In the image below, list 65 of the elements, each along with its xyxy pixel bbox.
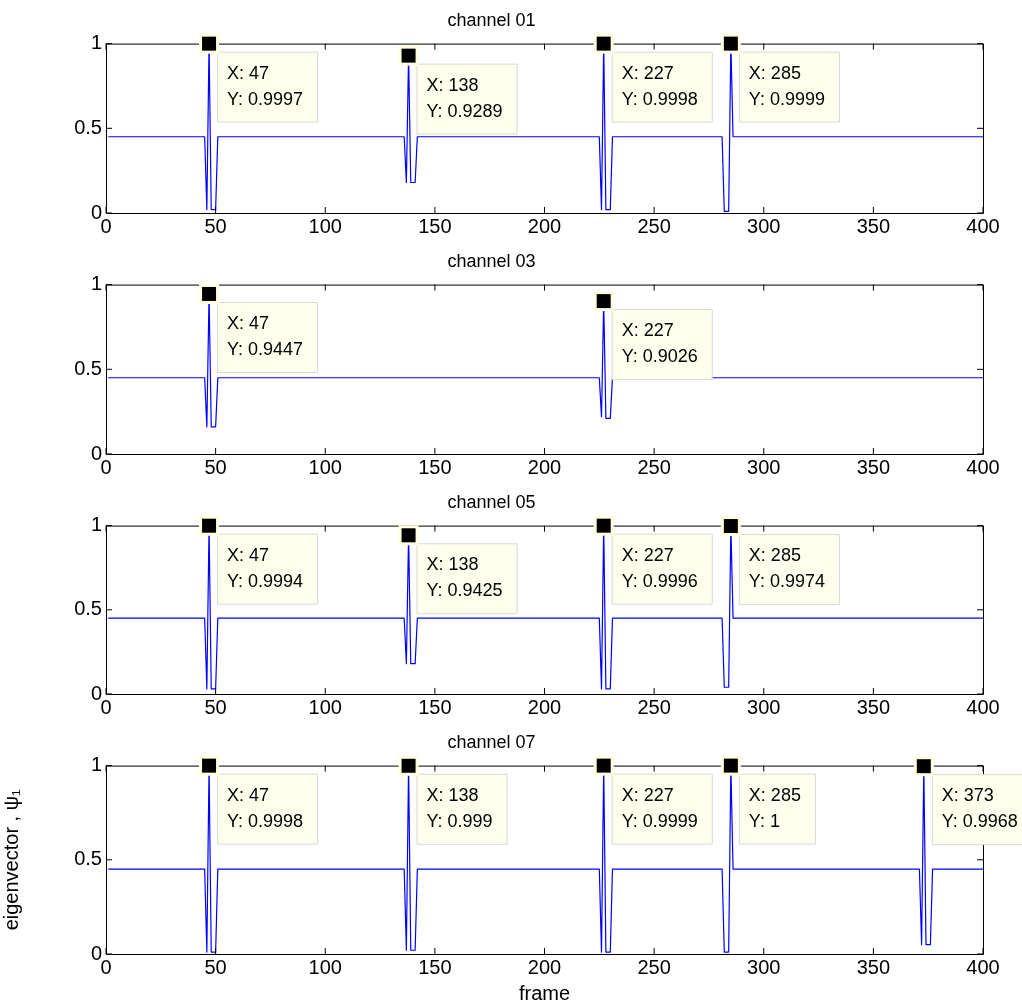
annotation: X: 285 Y: 0.9974 (748, 545, 825, 592)
annotation: X: 47 Y: 0.9447 (227, 312, 304, 359)
x-tick-label: 350 (856, 455, 891, 478)
x-tick-label: 250 (637, 455, 671, 478)
y-tick-label: 0 (90, 441, 102, 464)
annotation: X: 285 Y: 0.9999 (748, 62, 825, 109)
annotation: X: 47 Y: 0.9998 (227, 784, 304, 831)
x-tick-label: 200 (527, 955, 562, 978)
annotation: X: 373 Y: 0.9968 (941, 785, 1018, 832)
annotation: X: 138 Y: 0.9289 (426, 74, 503, 121)
x-tick-label: 400 (966, 455, 1000, 478)
x-tick-label: 100 (308, 455, 342, 478)
x-tick-label: 200 (527, 695, 562, 718)
x-tick-label: 50 (204, 955, 227, 978)
chart-title: channel 05 (447, 491, 536, 512)
x-tick-label: 350 (856, 214, 891, 237)
x-tick-label: 350 (856, 955, 891, 978)
chart-title: channel 01 (447, 9, 536, 30)
x-tick-label: 100 (308, 955, 342, 978)
x-tick-label: 300 (747, 695, 781, 718)
annotation: X: 227 Y: 0.9999 (621, 784, 698, 831)
y-tick-label: 0.5 (74, 115, 102, 138)
x-tick-label: 400 (966, 695, 1000, 718)
x-tick-label: 150 (418, 955, 452, 978)
annotation: X: 285 Y: 1 (748, 784, 801, 831)
x-tick-label: 150 (418, 695, 452, 718)
x-tick-label: 50 (204, 695, 227, 718)
annotation: X: 47 Y: 0.9997 (227, 62, 304, 109)
y-axis-title: eigenvector , ψ₁ (0, 789, 22, 931)
y-tick-label: 1 (90, 31, 102, 54)
x-tick-label: 50 (204, 455, 227, 478)
x-tick-label: 350 (856, 695, 891, 718)
x-tick-label: 150 (418, 455, 452, 478)
annotation: X: 138 Y: 0.999 (426, 784, 493, 831)
annotation: X: 227 Y: 0.9998 (621, 62, 698, 109)
y-tick-label: 0 (90, 941, 102, 964)
y-tick-label: 1 (90, 272, 102, 295)
x-tick-label: 250 (637, 955, 671, 978)
chart-title: channel 07 (447, 731, 536, 752)
annotation: X: 138 Y: 0.9425 (426, 554, 503, 601)
x-tick-label: 150 (418, 214, 452, 237)
x-tick-label: 400 (966, 955, 1000, 978)
x-tick-label: 100 (308, 214, 342, 237)
x-tick-label: 300 (747, 955, 781, 978)
annotation: X: 227 Y: 0.9026 (621, 320, 698, 367)
y-tick-label: 1 (90, 753, 102, 776)
annotation: X: 227 Y: 0.9996 (621, 544, 698, 591)
x-tick-label: 200 (527, 214, 562, 237)
chart-title: channel 03 (447, 250, 536, 271)
y-tick-label: 0.5 (74, 597, 102, 620)
y-tick-label: 0 (90, 681, 102, 704)
x-tick-label: 100 (308, 695, 342, 718)
x-tick-label: 250 (637, 214, 671, 237)
y-tick-label: 1 (90, 513, 102, 536)
x-tick-label: 50 (204, 214, 227, 237)
x-tick-label: 300 (747, 455, 781, 478)
x-tick-label: 300 (747, 214, 781, 237)
x-tick-label: 400 (966, 214, 1000, 237)
y-tick-label: 0.5 (74, 356, 102, 379)
y-tick-label: 0 (90, 200, 102, 223)
x-tick-label: 200 (527, 455, 562, 478)
x-tick-label: 250 (637, 695, 671, 718)
x-axis-title: frame (518, 981, 571, 1004)
annotation: X: 47 Y: 0.9994 (227, 544, 304, 591)
y-tick-label: 0.5 (74, 847, 102, 870)
